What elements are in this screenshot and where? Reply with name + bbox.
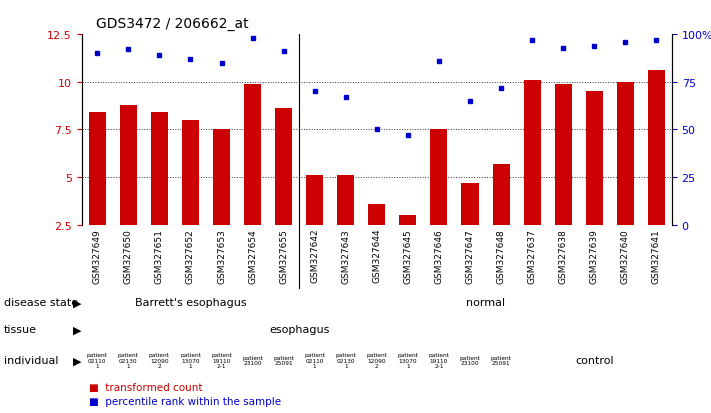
- Text: disease state: disease state: [4, 297, 77, 308]
- Bar: [151, 113, 168, 225]
- Text: GSM327645: GSM327645: [403, 228, 412, 283]
- Text: small intestine: small intestine: [553, 324, 635, 335]
- Bar: [337, 176, 354, 225]
- Text: patient
19110
2-1: patient 19110 2-1: [211, 352, 232, 368]
- Bar: [275, 109, 292, 225]
- Text: patient
13070
1: patient 13070 1: [180, 352, 201, 368]
- Text: patient
23100: patient 23100: [459, 355, 481, 366]
- Text: GDS3472 / 206662_at: GDS3472 / 206662_at: [96, 17, 249, 31]
- Text: tissue: tissue: [4, 324, 36, 335]
- Text: GSM327638: GSM327638: [559, 228, 567, 283]
- Text: patient
13070
1: patient 13070 1: [397, 352, 418, 368]
- Text: GSM327647: GSM327647: [466, 228, 474, 283]
- Bar: [89, 113, 106, 225]
- Text: patient
12090
2: patient 12090 2: [366, 352, 387, 368]
- Text: GSM327642: GSM327642: [310, 228, 319, 283]
- Text: GSM327651: GSM327651: [155, 228, 164, 283]
- Text: GSM327654: GSM327654: [248, 228, 257, 283]
- Bar: [182, 121, 199, 225]
- Bar: [430, 130, 447, 225]
- Text: patient
02130
1: patient 02130 1: [336, 352, 356, 368]
- Bar: [586, 92, 603, 225]
- Bar: [306, 176, 324, 225]
- Text: normal: normal: [466, 297, 505, 308]
- Text: ■  transformed count: ■ transformed count: [89, 382, 203, 392]
- Text: GSM327646: GSM327646: [434, 228, 444, 283]
- Text: patient
25091: patient 25091: [273, 355, 294, 366]
- Text: GSM327643: GSM327643: [341, 228, 351, 283]
- Text: patient
02110
1: patient 02110 1: [304, 352, 325, 368]
- Text: GSM327653: GSM327653: [217, 228, 226, 283]
- Text: esophagus: esophagus: [269, 324, 329, 335]
- Bar: [555, 85, 572, 225]
- Text: GSM327655: GSM327655: [279, 228, 288, 283]
- Text: GSM327650: GSM327650: [124, 228, 133, 283]
- Bar: [244, 85, 261, 225]
- Text: patient
12090
2: patient 12090 2: [149, 352, 170, 368]
- Text: control: control: [575, 355, 614, 366]
- Bar: [400, 216, 417, 225]
- Text: GSM327641: GSM327641: [652, 228, 661, 283]
- Bar: [493, 164, 510, 225]
- Text: ▶: ▶: [73, 297, 82, 308]
- Bar: [213, 130, 230, 225]
- Text: ■  percentile rank within the sample: ■ percentile rank within the sample: [89, 396, 281, 406]
- Bar: [461, 183, 479, 225]
- Bar: [523, 81, 540, 225]
- Bar: [120, 105, 137, 225]
- Text: GSM327639: GSM327639: [589, 228, 599, 283]
- Text: GSM327652: GSM327652: [186, 228, 195, 283]
- Text: Barrett's esophagus: Barrett's esophagus: [134, 297, 246, 308]
- Text: patient
02110
1: patient 02110 1: [87, 352, 108, 368]
- Bar: [648, 71, 665, 225]
- Text: GSM327649: GSM327649: [93, 228, 102, 283]
- Text: patient
02130
1: patient 02130 1: [118, 352, 139, 368]
- Text: ▶: ▶: [73, 324, 82, 335]
- Text: patient
25091: patient 25091: [491, 355, 511, 366]
- Bar: [616, 83, 634, 225]
- Text: individual: individual: [4, 355, 58, 366]
- Text: GSM327637: GSM327637: [528, 228, 537, 283]
- Text: ▶: ▶: [73, 355, 82, 366]
- Text: GSM327648: GSM327648: [496, 228, 506, 283]
- Bar: [368, 204, 385, 225]
- Text: GSM327640: GSM327640: [621, 228, 630, 283]
- Text: GSM327644: GSM327644: [373, 228, 381, 283]
- Text: patient
23100: patient 23100: [242, 355, 263, 366]
- Text: patient
19110
2-1: patient 19110 2-1: [429, 352, 449, 368]
